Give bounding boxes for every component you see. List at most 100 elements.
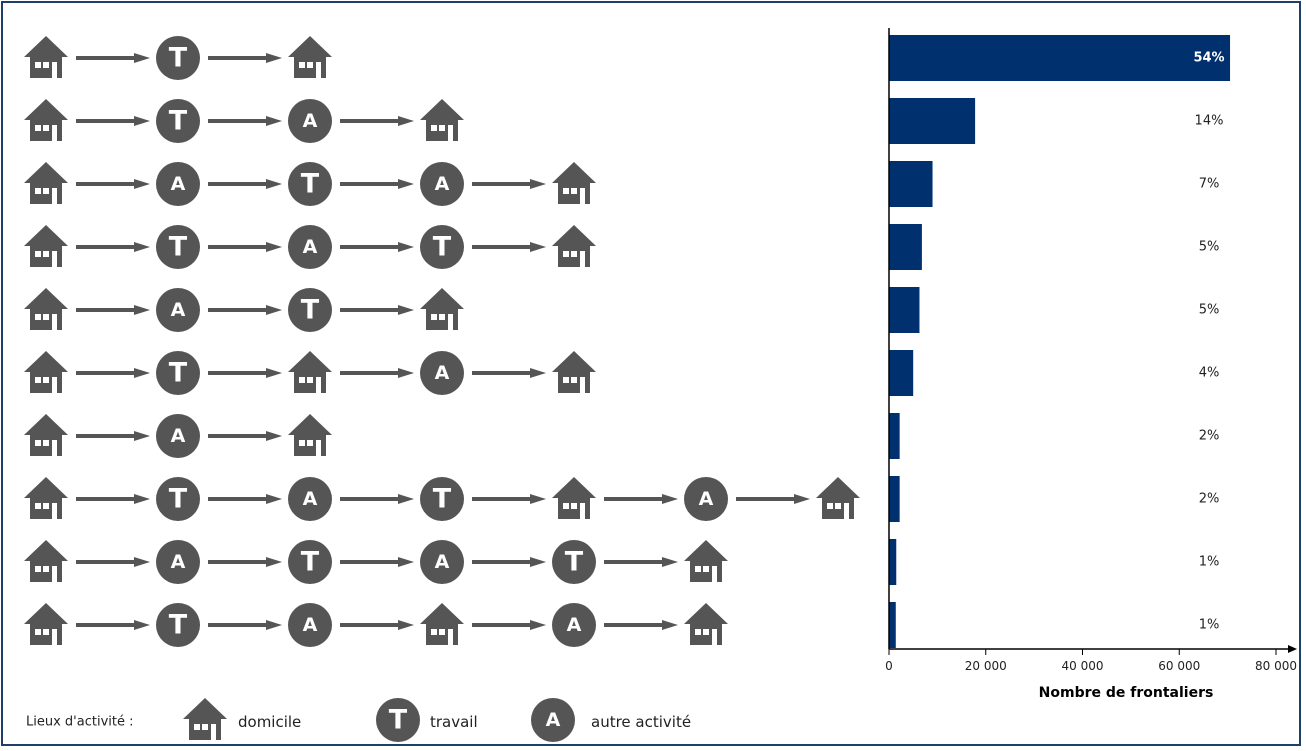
T-circle-icon: T	[156, 99, 200, 143]
svg-text:A: A	[567, 614, 582, 636]
T-circle-icon: T	[288, 162, 332, 206]
arrow-icon	[76, 305, 150, 315]
data-label: 5%	[1199, 303, 1220, 318]
house-icon	[24, 99, 68, 141]
arrow-icon	[76, 179, 150, 189]
data-label: 5%	[1199, 240, 1220, 255]
arrow-icon	[208, 431, 282, 441]
svg-text:A: A	[171, 173, 186, 195]
arrow-icon	[76, 494, 150, 504]
category-sequence: T	[24, 36, 332, 80]
house-icon	[183, 698, 227, 740]
arrow-icon	[472, 242, 546, 252]
x-tick-label: 40 000	[1062, 659, 1104, 673]
house-icon	[24, 351, 68, 393]
A-circle-icon: A	[288, 477, 332, 521]
arrow-icon	[340, 179, 414, 189]
A-circle-icon: A	[552, 603, 596, 647]
data-label: 54%	[1193, 51, 1224, 66]
arrow-icon	[76, 557, 150, 567]
svg-text:T: T	[389, 705, 408, 736]
A-circle-icon: A	[288, 99, 332, 143]
arrow-icon	[604, 557, 678, 567]
T-circle-icon: T	[288, 540, 332, 584]
svg-text:A: A	[303, 110, 318, 132]
house-icon	[24, 540, 68, 582]
arrow-icon	[604, 620, 678, 630]
A-circle-icon: A	[156, 162, 200, 206]
house-icon	[24, 603, 68, 645]
arrow-icon	[208, 179, 282, 189]
T-circle-icon: T	[420, 225, 464, 269]
A-circle-icon: A	[288, 225, 332, 269]
A-circle-icon: A	[684, 477, 728, 521]
arrow-icon	[472, 620, 546, 630]
svg-text:T: T	[433, 484, 452, 515]
arrow-icon	[340, 620, 414, 630]
house-icon	[288, 36, 332, 78]
T-circle-icon: T	[420, 477, 464, 521]
data-label: 1%	[1199, 618, 1220, 633]
bar	[889, 161, 933, 207]
svg-text:A: A	[435, 551, 450, 573]
arrow-icon	[340, 368, 414, 378]
A-circle-icon: A	[156, 414, 200, 458]
arrow-icon	[76, 116, 150, 126]
legend-item-label: travail	[430, 713, 478, 731]
arrow-icon	[208, 368, 282, 378]
svg-text:A: A	[435, 362, 450, 384]
arrow-icon	[472, 494, 546, 504]
svg-text:A: A	[171, 425, 186, 447]
house-icon	[420, 288, 464, 330]
house-icon	[552, 225, 596, 267]
data-label: 2%	[1199, 492, 1220, 507]
A-circle-icon: A	[420, 540, 464, 584]
arrow-icon	[472, 557, 546, 567]
arrow-icon	[76, 431, 150, 441]
bar	[889, 413, 900, 459]
house-icon	[24, 36, 68, 78]
data-label: 4%	[1199, 366, 1220, 381]
arrow-icon	[208, 620, 282, 630]
bar	[889, 98, 976, 144]
house-icon	[288, 351, 332, 393]
arrow-icon	[472, 179, 546, 189]
house-icon	[552, 162, 596, 204]
svg-text:T: T	[169, 106, 188, 137]
svg-text:T: T	[301, 295, 320, 326]
x-tick-label: 0	[885, 659, 893, 673]
data-label: 7%	[1199, 177, 1220, 192]
arrow-icon	[340, 242, 414, 252]
house-icon	[420, 99, 464, 141]
svg-text:A: A	[303, 236, 318, 258]
arrow-icon	[76, 368, 150, 378]
arrow-icon	[76, 53, 150, 63]
svg-text:A: A	[171, 551, 186, 573]
T-circle-icon: T	[288, 288, 332, 332]
arrow-icon	[736, 494, 810, 504]
x-axis-label: Nombre de frontaliers	[1039, 685, 1214, 701]
legend-item-label: autre activité	[591, 713, 691, 731]
house-icon	[552, 351, 596, 393]
house-icon	[684, 603, 728, 645]
svg-text:T: T	[301, 169, 320, 200]
svg-text:T: T	[169, 484, 188, 515]
T-circle-icon: T	[156, 477, 200, 521]
T-circle-icon: T	[156, 225, 200, 269]
house-icon	[24, 414, 68, 456]
arrow-icon	[208, 305, 282, 315]
x-tick-label: 80 000	[1255, 659, 1297, 673]
arrow-icon	[340, 116, 414, 126]
arrow-icon	[604, 494, 678, 504]
arrow-icon	[208, 494, 282, 504]
arrow-icon	[76, 620, 150, 630]
svg-text:T: T	[169, 358, 188, 389]
legend-title: Lieux d'activité :	[26, 715, 133, 730]
svg-text:A: A	[303, 614, 318, 636]
x-axis-arrow-icon	[1288, 645, 1297, 653]
